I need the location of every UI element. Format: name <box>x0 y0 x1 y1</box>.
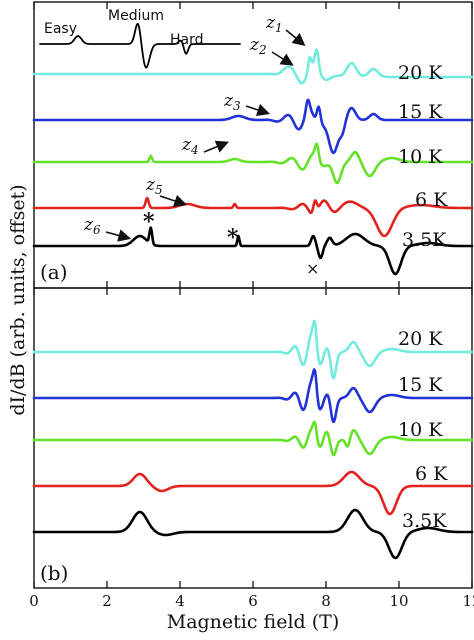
x-tick-label-12: 12 <box>462 592 474 610</box>
panel-a-trace-15K <box>32 98 474 155</box>
z3-label: z3 <box>223 91 241 113</box>
panel-a-trace-6K <box>32 196 474 238</box>
y-axis-title: dI/dB (arb. units, offset) <box>7 184 29 415</box>
z5-arrow <box>159 194 188 208</box>
panel-b-trace-3.5K <box>32 508 474 560</box>
panel-label-b: (b) <box>40 561 68 585</box>
panel-a-traces <box>32 48 474 276</box>
temp-label-a-6K: 6 K <box>415 189 448 211</box>
x-tick-label-10: 10 <box>389 592 408 610</box>
x-tick-label-2: 2 <box>102 592 112 610</box>
panel-a-trace-20K <box>32 48 474 85</box>
temp-label-b-3.5K: 3.5K <box>402 510 447 532</box>
x-axis-title: Magnetic field (T) <box>167 611 340 633</box>
z3-arrow <box>245 103 271 117</box>
temp-label-b-10K: 10 K <box>398 419 443 441</box>
inset-label-hard: Hard <box>170 32 204 48</box>
inset-label-easy: Easy <box>44 21 77 37</box>
temp-label-b-6K: 6 K <box>415 463 448 485</box>
asterisk-marker-1: * <box>143 209 155 235</box>
panel-a-trace-10K <box>32 142 474 185</box>
z1-arrow <box>285 29 306 47</box>
z5-label: z5 <box>145 175 163 197</box>
panel-label-a: (a) <box>40 260 68 284</box>
z2-label: z2 <box>249 35 267 57</box>
inset-spectrum <box>39 23 241 69</box>
panel-b-traces <box>32 319 474 560</box>
temp-label-a-10K: 10 K <box>398 146 443 168</box>
x-tick-label-0: 0 <box>29 592 39 610</box>
z6-label: z6 <box>83 215 101 237</box>
temp-label-b-20K: 20 K <box>398 328 443 350</box>
asterisk-marker-2: * <box>227 225 239 251</box>
axis-ticks: 0 2 4 6 8 10 12 <box>29 2 474 610</box>
panel-b-trace-15K <box>32 368 474 424</box>
z4-label: z4 <box>181 135 199 157</box>
z6-arrow <box>105 229 132 242</box>
z-annotations: z1 z2 z3 z4 z5 z6 <box>83 13 306 242</box>
panel-b-trace-20K <box>32 319 474 380</box>
panel-b-trace-10K <box>32 420 474 457</box>
temp-label-a-3.5K: 3.5K <box>402 229 447 251</box>
z4-arrow <box>203 140 229 153</box>
cross-marker: × <box>306 259 319 278</box>
temp-label-a-15K: 15 K <box>398 101 443 123</box>
z1-label: z1 <box>265 13 283 35</box>
x-tick-label-8: 8 <box>321 592 331 610</box>
panel-b-trace-6K <box>32 470 474 516</box>
z2-arrow <box>271 51 294 66</box>
x-tick-label-4: 4 <box>175 592 185 610</box>
panel-a-trace-3.5K <box>32 226 474 276</box>
temp-label-a-20K: 20 K <box>398 62 443 84</box>
x-tick-label-6: 6 <box>248 592 258 610</box>
inset-label-medium: Medium <box>108 8 164 24</box>
temp-label-b-15K: 15 K <box>398 374 443 396</box>
